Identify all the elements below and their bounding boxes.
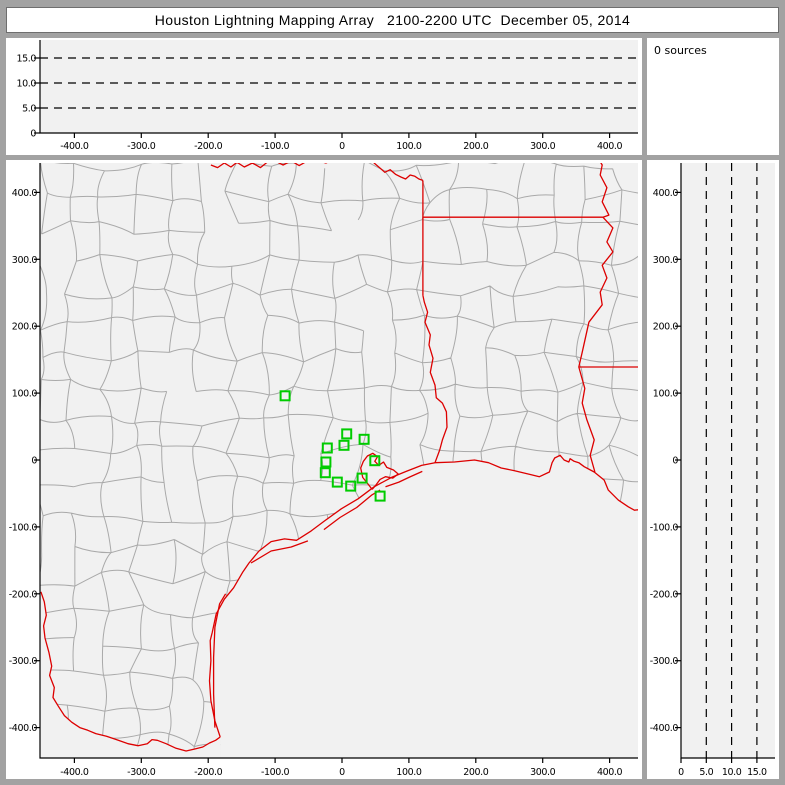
window-title: Houston Lightning Mapping Array 2100-220… [154, 12, 631, 28]
svg-text:10.0: 10.0 [16, 79, 36, 90]
ns-alt-ticks: 400.0 300.0 200.0 100.0 0 -100.0 -200.0 -300.0 -… [650, 188, 768, 778]
svg-text:-100.0: -100.0 [650, 522, 679, 533]
mexico-area [40, 591, 221, 758]
svg-text:-400.0: -400.0 [60, 141, 89, 152]
lma-station-marker [374, 490, 386, 502]
map-axes [39, 163, 638, 759]
svg-text:-400.0: -400.0 [60, 767, 89, 778]
svg-text:200.0: 200.0 [463, 767, 489, 778]
sources-count-panel: 0 sources [647, 38, 779, 155]
svg-text:-200.0: -200.0 [650, 589, 679, 600]
svg-text:400.0: 400.0 [597, 767, 623, 778]
svg-text:400.0: 400.0 [597, 141, 623, 152]
ew-altitude-panel: -400.0 -300.0 -200.0 -100.0 0 100.0 200.0 300.0… [6, 38, 642, 155]
svg-text:0: 0 [30, 129, 36, 140]
red-river-tx-ok-line [210, 163, 424, 182]
svg-text:100.0: 100.0 [396, 141, 422, 152]
svg-text:-400.0: -400.0 [650, 723, 679, 734]
lma-station-marker [279, 390, 291, 402]
svg-text:5.0: 5.0 [22, 104, 36, 115]
svg-text:100.0: 100.0 [12, 389, 38, 400]
svg-text:100.0: 100.0 [653, 389, 679, 400]
svg-text:300.0: 300.0 [530, 767, 556, 778]
svg-text:-100.0: -100.0 [9, 522, 38, 533]
svg-text:300.0: 300.0 [530, 141, 556, 152]
svg-text:200.0: 200.0 [12, 322, 38, 333]
barrier-island-line [212, 593, 227, 728]
lma-station-marker [345, 480, 357, 492]
plan-view-map-panel: -400.0 -300.0 -200.0 -100.0 0 100.0 200.0 300.0… [6, 160, 642, 779]
lma-station-marker [331, 476, 343, 488]
svg-text:-200.0: -200.0 [194, 767, 223, 778]
ns-alt-plot-area[interactable] [681, 163, 775, 758]
ew-alt-ticks: -400.0 -300.0 -200.0 -100.0 0 100.0 200.0 300.0… [16, 54, 623, 153]
ns-altitude-panel: 400.0 300.0 200.0 100.0 0 -100.0 -200.0 -300.0 -… [647, 160, 779, 779]
svg-text:-200.0: -200.0 [194, 141, 223, 152]
lma-station-marker [321, 442, 333, 454]
svg-text:200.0: 200.0 [653, 322, 679, 333]
rio-grande-line [40, 591, 221, 752]
altitude-dashed-gridlines [40, 57, 638, 109]
svg-text:-300.0: -300.0 [9, 656, 38, 667]
lma-station-marker [358, 433, 370, 445]
ew-altitude-plot[interactable]: -400.0 -300.0 -200.0 -100.0 0 100.0 200.0 300.0… [6, 38, 642, 155]
svg-text:200.0: 200.0 [463, 141, 489, 152]
lma-station-marker [338, 439, 350, 451]
svg-text:-300.0: -300.0 [650, 656, 679, 667]
svg-text:100.0: 100.0 [396, 767, 422, 778]
map-layers [40, 163, 638, 758]
svg-text:400.0: 400.0 [12, 188, 38, 199]
lma-station-marker [319, 467, 331, 479]
svg-text:0: 0 [339, 767, 345, 778]
map-ticks: -400.0 -300.0 -200.0 -100.0 0 100.0 200.0 300.0… [9, 188, 623, 778]
altitude-dashed-gridlines [705, 163, 758, 758]
state-borders-coastline [40, 163, 638, 752]
lma-station-marker [320, 456, 332, 468]
svg-text:300.0: 300.0 [653, 255, 679, 266]
svg-text:-100.0: -100.0 [261, 767, 290, 778]
sabine-river-line [422, 295, 448, 463]
ew-alt-plot-area[interactable] [40, 40, 638, 133]
svg-text:15.0: 15.0 [747, 767, 767, 778]
barrier-island-line [250, 540, 309, 564]
svg-text:0: 0 [678, 767, 684, 778]
svg-text:400.0: 400.0 [653, 188, 679, 199]
sources-count-label: 0 sources [654, 44, 707, 57]
svg-text:300.0: 300.0 [12, 255, 38, 266]
mississippi-river-line [578, 163, 614, 473]
svg-text:-200.0: -200.0 [9, 589, 38, 600]
lma-station-marker [356, 472, 368, 484]
svg-text:0: 0 [31, 456, 37, 467]
svg-text:-100.0: -100.0 [261, 141, 290, 152]
lma-station-marker [369, 455, 381, 467]
lma-station-marker [341, 428, 353, 440]
title-bar: Houston Lightning Mapping Array 2100-220… [6, 7, 779, 33]
svg-text:0: 0 [672, 456, 678, 467]
plan-view-map-plot[interactable]: -400.0 -300.0 -200.0 -100.0 0 100.0 200.0 300.0… [6, 160, 642, 779]
svg-text:-300.0: -300.0 [127, 141, 156, 152]
svg-text:-300.0: -300.0 [127, 767, 156, 778]
svg-text:15.0: 15.0 [16, 54, 36, 65]
barrier-island-line [385, 470, 423, 488]
svg-text:10.0: 10.0 [722, 767, 742, 778]
svg-text:5.0: 5.0 [699, 767, 713, 778]
svg-text:0: 0 [339, 141, 345, 152]
ns-altitude-plot[interactable]: 400.0 300.0 200.0 100.0 0 -100.0 -200.0 -300.0 -… [647, 160, 779, 779]
svg-text:-400.0: -400.0 [9, 723, 38, 734]
gulf-of-mexico-water [209, 455, 638, 758]
lma-stations [279, 390, 386, 502]
